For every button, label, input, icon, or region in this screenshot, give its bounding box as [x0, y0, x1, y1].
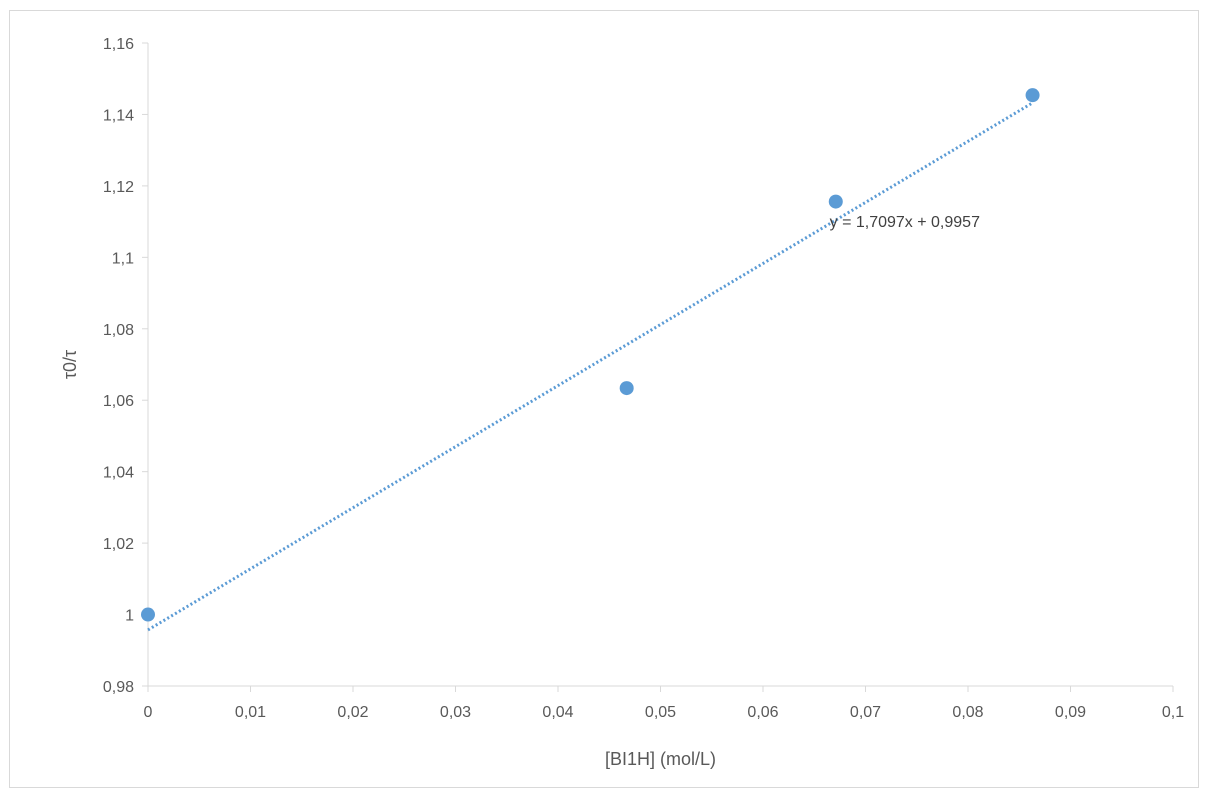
y-tick-label: 1,1: [112, 250, 134, 267]
trendline-equation: y = 1,7097x + 0,9957: [830, 214, 980, 231]
y-tick-label: 1,16: [103, 36, 134, 53]
x-tick-label: 0,06: [747, 704, 778, 721]
trendline-group: [147, 101, 1034, 632]
x-tick-label: 0,09: [1055, 704, 1086, 721]
data-point: [828, 194, 843, 209]
y-tick-label: 0,98: [103, 679, 134, 696]
x-tick-label: 0,01: [235, 704, 266, 721]
y-axis-ticks: 0,98 1 1,02 1,04 1,06 1,08 1,1 1,12 1,14 1,16: [103, 36, 148, 696]
data-points: [141, 88, 1040, 622]
data-point: [1025, 88, 1040, 103]
x-tick-label: 0,04: [542, 704, 573, 721]
y-tick-label: 1,04: [103, 465, 134, 482]
x-axis-title: [BI1H] (mol/L): [605, 749, 716, 769]
x-tick-label: 0,08: [952, 704, 983, 721]
x-tick-label: 0,05: [645, 704, 676, 721]
y-tick-label: 1,08: [103, 322, 134, 339]
y-tick-label: 1,06: [103, 393, 134, 410]
data-point: [619, 381, 634, 396]
chart-area: [9, 10, 1199, 788]
x-tick-label: 0,03: [440, 704, 471, 721]
y-tick-label: 1: [125, 608, 134, 625]
y-tick-label: 1,14: [103, 107, 134, 124]
trendline: [147, 101, 1034, 632]
x-tick-label: 0: [144, 704, 153, 721]
x-tick-label: 0,07: [850, 704, 881, 721]
y-tick-label: 1,02: [103, 536, 134, 553]
y-tick-label: 1,12: [103, 179, 134, 196]
data-point: [141, 607, 155, 622]
x-tick-label: 0,02: [337, 704, 368, 721]
x-axis-ticks: 0 0,01 0,02 0,03 0,04 0,05 0,06 0,07 0,08 0,09 0,1: [144, 686, 1184, 721]
x-tick-label: 0,1: [1162, 704, 1184, 721]
y-axis-title: τ0/τ: [60, 350, 80, 379]
